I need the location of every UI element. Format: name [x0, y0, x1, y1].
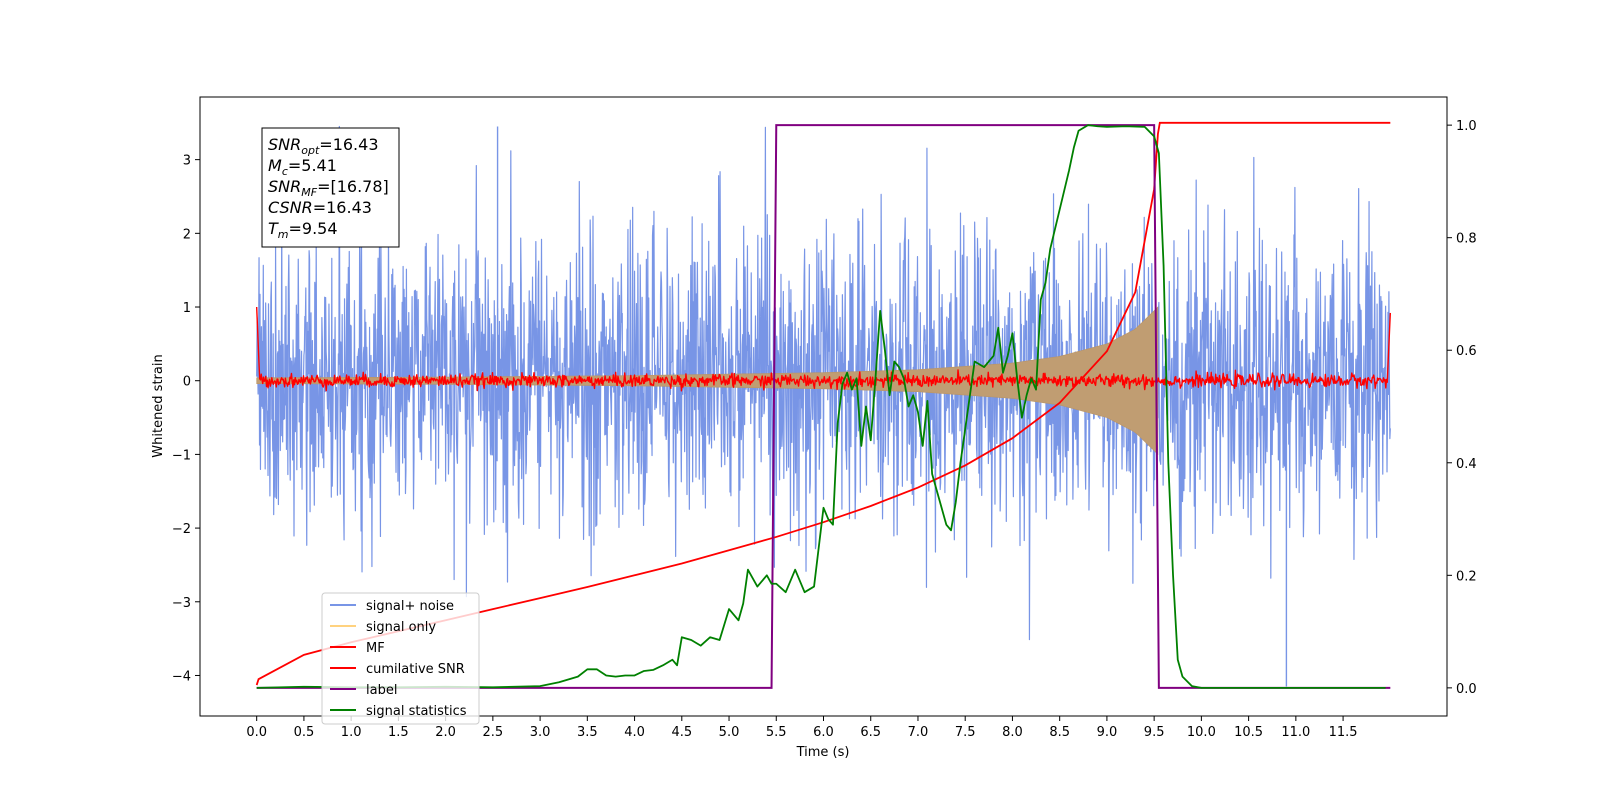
x-tick-label: 5.5: [766, 725, 787, 740]
annotation-line: Tm=9.54: [268, 219, 338, 241]
annotation-line: Mc=5.41: [268, 156, 337, 178]
annotation-subscript: c: [282, 165, 288, 178]
annotation-box: SNRopt=16.43Mc=5.41SNRMF=[16.78]CSNR=16.…: [261, 127, 400, 248]
annotation-value: =[16.78]: [317, 177, 389, 196]
y2-tick-label: 0.0: [1456, 682, 1477, 697]
legend-label: cumilative SNR: [366, 662, 465, 677]
mf-line: [255, 306, 1392, 392]
x-tick-label: 4.0: [624, 725, 645, 740]
x-tick-label: 1.0: [341, 725, 362, 740]
x-tick-label: 6.0: [813, 725, 834, 740]
annotation-symbol: M: [268, 156, 282, 175]
x-tick-label: 2.5: [483, 725, 504, 740]
legend-label: MF: [366, 641, 385, 656]
x-tick-label: 3.5: [577, 725, 598, 740]
x-tick-label: 8.5: [1049, 725, 1070, 740]
x-tick-label: 6.5: [860, 725, 881, 740]
x-tick-label: 11.5: [1329, 725, 1358, 740]
y-tick-label: 3: [183, 154, 191, 169]
x-tick-label: 5.0: [719, 725, 740, 740]
y2-tick-label: 0.6: [1456, 344, 1477, 359]
annotation-value: =16.43: [319, 135, 378, 154]
y-tick-label: 2: [183, 227, 191, 242]
x-tick-label: 0.0: [246, 725, 267, 740]
legend-label: label: [366, 683, 397, 698]
signal-statistics-series: [256, 124, 1386, 689]
y2-tick-label: 0.4: [1456, 457, 1477, 472]
annotation-box-frame: [261, 127, 400, 248]
x-tick-label: 9.0: [1097, 725, 1118, 740]
x-tick-label: 7.0: [908, 725, 929, 740]
y-tick-label: −4: [172, 669, 191, 684]
mf-series: [255, 306, 1392, 392]
legend-frame: [321, 592, 480, 725]
y2-tick-label: 1.0: [1456, 119, 1477, 134]
annotation-symbol: CSNR: [268, 198, 313, 217]
y-tick-label: 0: [183, 375, 191, 390]
x-tick-label: 3.0: [530, 725, 551, 740]
legend-label: signal only: [366, 620, 436, 635]
annotation-subscript: MF: [301, 186, 317, 199]
y-tick-label: −3: [172, 596, 191, 611]
y2-tick-label: 0.2: [1456, 569, 1477, 584]
y-axis-label: Whitened strain: [151, 354, 166, 457]
x-tick-label: 10.0: [1187, 725, 1216, 740]
annotation-symbol: T: [268, 219, 279, 238]
legend-label: signal statistics: [366, 704, 467, 719]
y-axis-right: 1.0 0.8 0.6 0.4 0.2 0.0: [1447, 119, 1477, 697]
y-tick-label: −2: [172, 522, 191, 537]
x-axis: 0.0 0.5 1.0 1.5 2.0 2.5 3.0 3.5 4.0 4.5 5.0 5.5 6.0 6…: [246, 716, 1358, 740]
x-tick-label: 4.5: [671, 725, 692, 740]
x-tick-label: 9.5: [1144, 725, 1165, 740]
legend-label: signal+ noise: [366, 599, 454, 614]
annotation-value: =9.54: [289, 219, 338, 238]
annotation-line: CSNR=16.43: [268, 198, 372, 217]
annotation-value: =5.41: [288, 156, 337, 175]
y2-tick-label: 0.8: [1456, 232, 1477, 247]
legend: signal+ noise signal only MF cumilative SNR…: [321, 592, 480, 725]
annotation-subscript: opt: [301, 144, 320, 157]
x-tick-label: 11.0: [1281, 725, 1310, 740]
x-tick-label: 0.5: [294, 725, 315, 740]
annotation-symbol: SNR: [268, 135, 301, 154]
x-tick-label: 8.0: [1002, 725, 1023, 740]
annotation-line: SNRMF=[16.78]: [268, 177, 389, 199]
y-axis-left: 3 2 1 0 −1 −2 −3 −4: [172, 154, 200, 684]
y-tick-label: −1: [172, 448, 191, 463]
x-tick-label: 2.0: [435, 725, 456, 740]
signal-noise-series: [256, 125, 1391, 687]
signal-noise-line: [256, 125, 1391, 641]
signal-statistics-line: [256, 124, 1386, 689]
y-tick-label: 1: [183, 301, 191, 316]
x-tick-label: 7.5: [955, 725, 976, 740]
annotation-value: =16.43: [313, 198, 372, 217]
annotation-symbol: SNR: [268, 177, 301, 196]
x-tick-label: 1.5: [388, 725, 409, 740]
annotation-subscript: m: [278, 228, 289, 241]
x-axis-label: Time (s): [796, 745, 850, 760]
annotation-line: SNRopt=16.43: [268, 135, 379, 157]
x-tick-label: 10.5: [1234, 725, 1263, 740]
